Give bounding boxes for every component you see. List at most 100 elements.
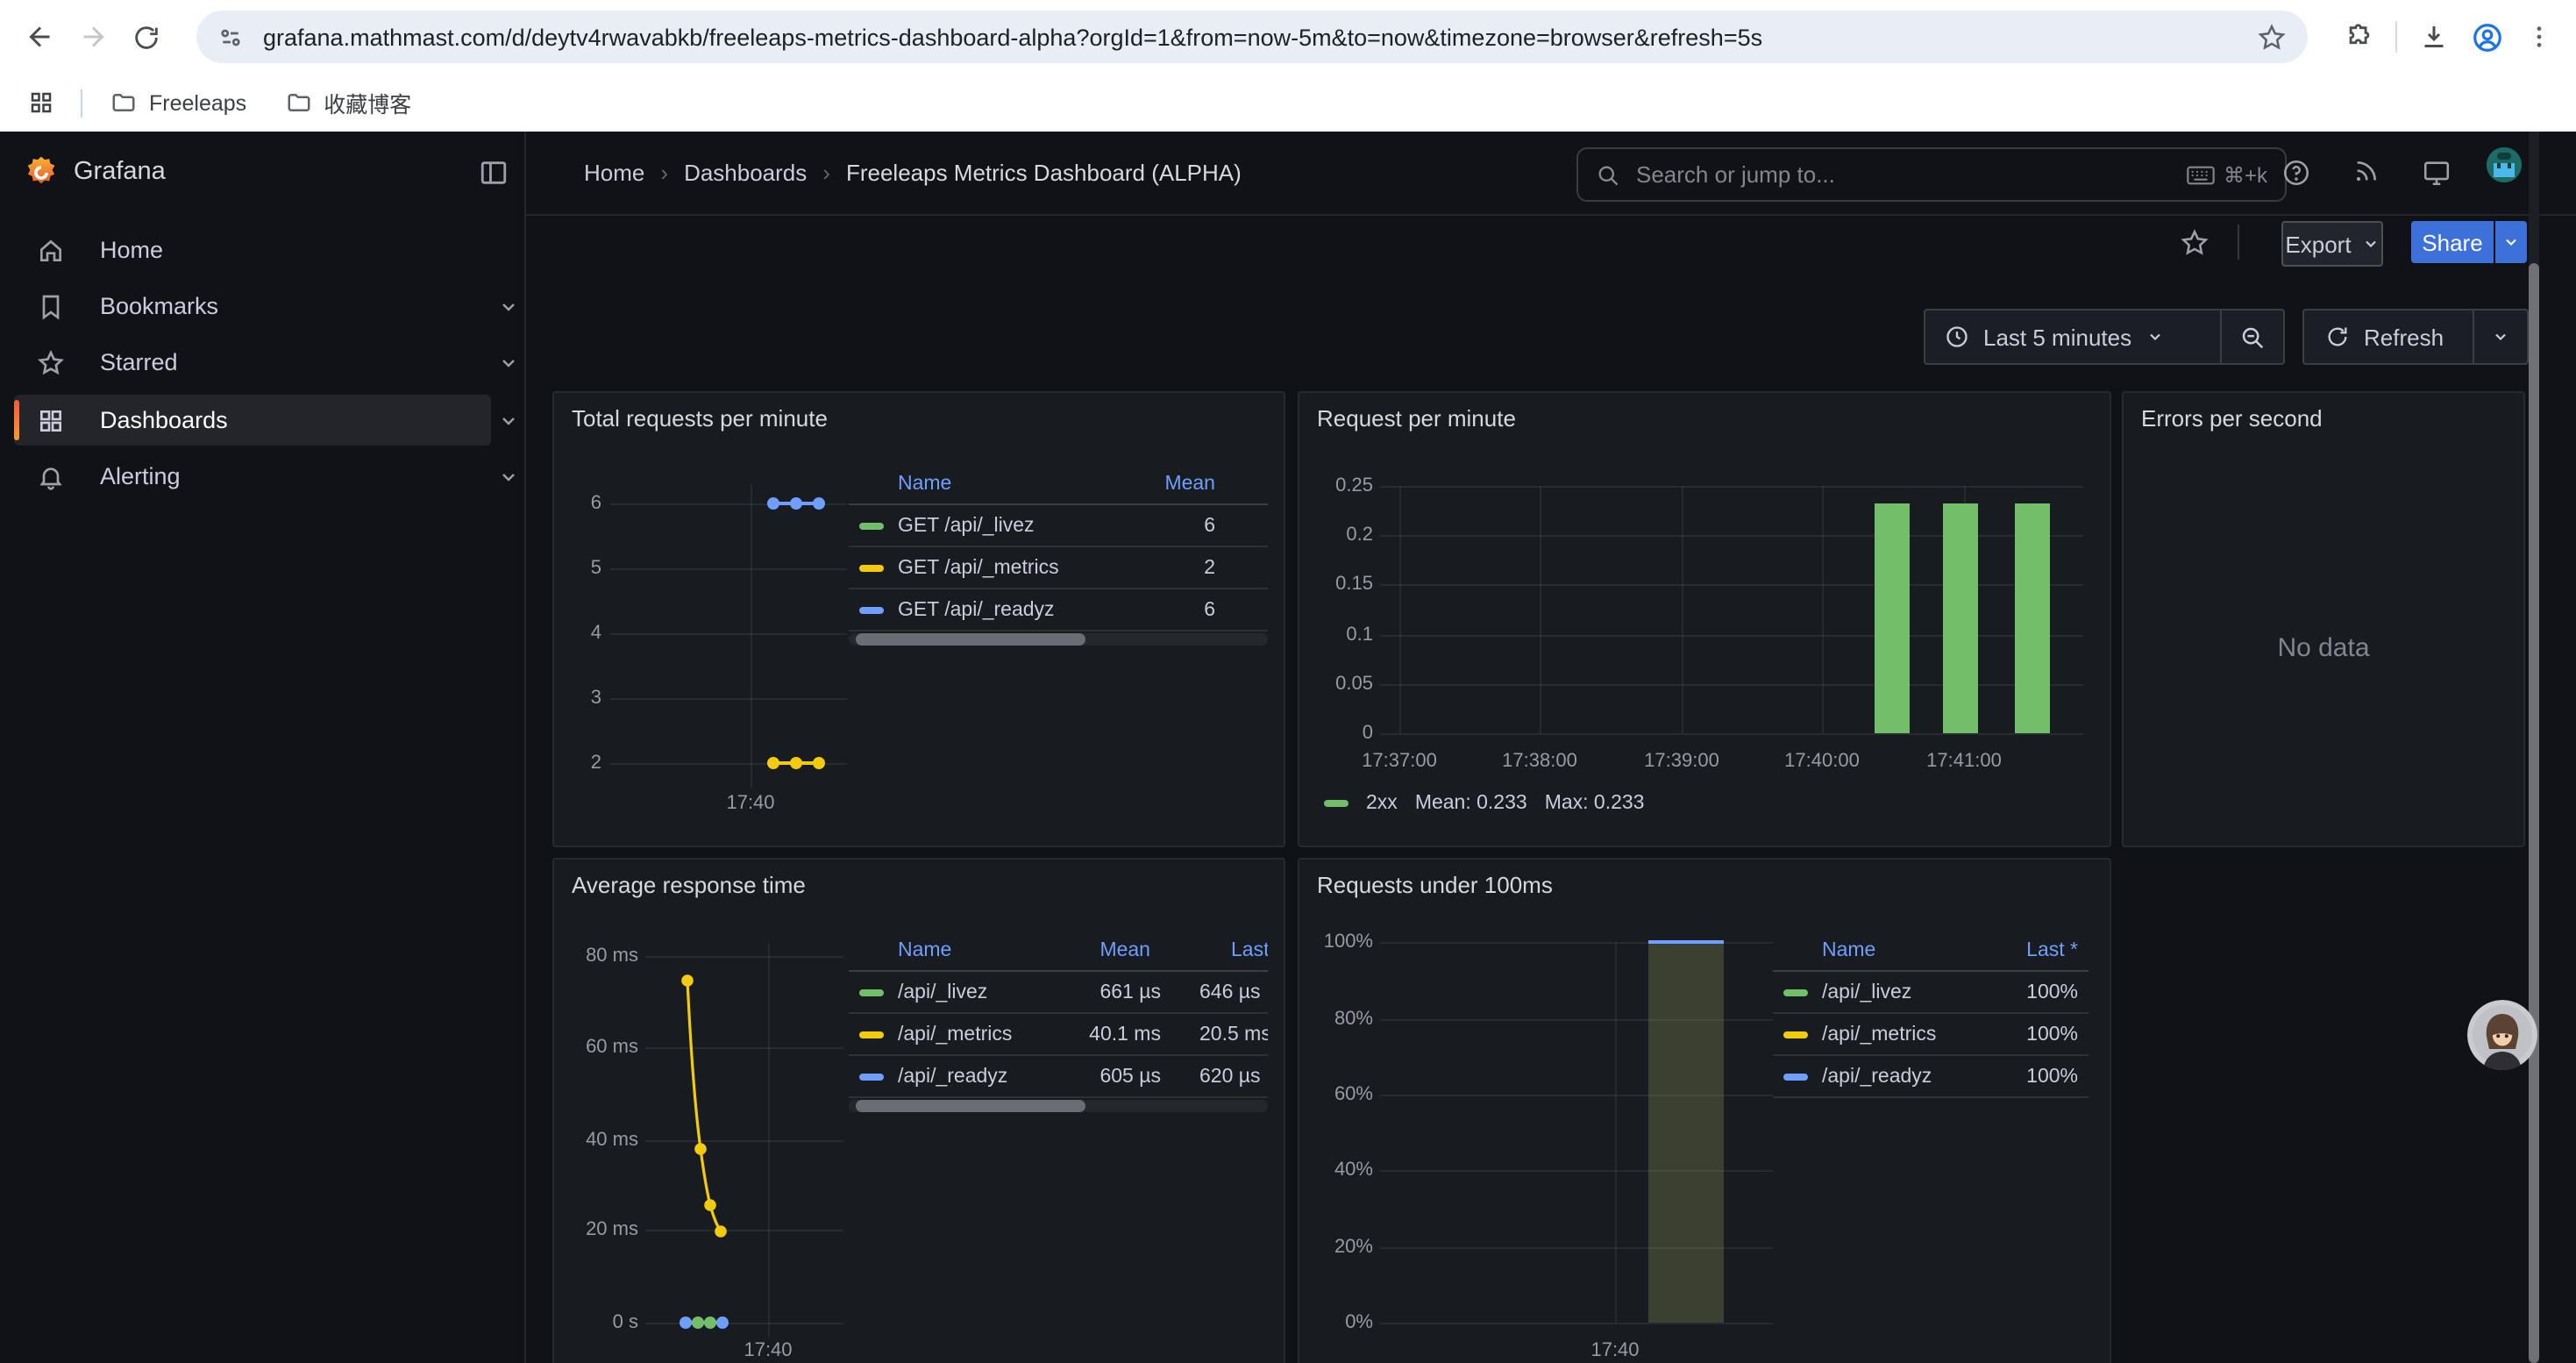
page-scrollbar-thumb[interactable] xyxy=(2529,263,2539,1363)
panel-title[interactable]: Errors per second xyxy=(2141,405,2323,432)
screen: Freeleaps 收藏博客 Grafana xyxy=(0,0,2576,1363)
sidebar-item-starred[interactable]: Starred xyxy=(14,337,491,388)
browser-window: Freeleaps 收藏博客 Grafana xyxy=(0,0,2576,1363)
monitor-icon[interactable] xyxy=(2413,149,2459,195)
chevron-down-icon[interactable] xyxy=(498,296,519,317)
refresh-button[interactable]: Refresh xyxy=(2304,324,2473,350)
breadcrumb-home[interactable]: Home xyxy=(584,160,644,186)
active-indicator xyxy=(14,400,19,440)
keyboard-icon xyxy=(2187,164,2215,185)
bookmark-icon xyxy=(37,292,65,320)
legend-row[interactable]: /api/_livez 661 µs 646 µs xyxy=(849,972,1268,1014)
y-tick: 100% xyxy=(1303,931,1373,953)
bookmark-folder-blogs[interactable]: 收藏博客 xyxy=(271,79,425,126)
chevron-down-icon xyxy=(2145,328,2163,346)
panel-title[interactable]: Total requests per minute xyxy=(572,405,828,432)
url-input[interactable] xyxy=(260,22,2243,52)
legend-row[interactable]: GET /api/_livez 6 xyxy=(849,505,1268,547)
bookmark-star-icon[interactable] xyxy=(2257,22,2287,52)
help-icon[interactable] xyxy=(2273,149,2318,195)
sidebar-item-alerting[interactable]: Alerting xyxy=(14,451,491,502)
legend-row[interactable]: /api/_readyz 100% xyxy=(1773,1056,2089,1098)
menu-kebab-icon[interactable] xyxy=(2513,11,2565,63)
search-box[interactable]: ⌘+k xyxy=(1576,147,2287,202)
chevron-down-icon xyxy=(2502,233,2520,251)
panel-request-per-minute[interactable]: Request per minute 0.25 0.2 0.15 0.1 0.0… xyxy=(1298,391,2111,847)
clock-icon xyxy=(1945,325,1969,349)
breadcrumb-current: Freeleaps Metrics Dashboard (ALPHA) xyxy=(846,160,1242,186)
grafana-app: Grafana Home › Dashboards › Freeleaps Me… xyxy=(0,132,2576,1363)
user-avatar[interactable] xyxy=(2487,147,2522,182)
grafana-logo[interactable] xyxy=(23,154,60,200)
star-dashboard-icon[interactable] xyxy=(2171,219,2217,265)
search-input[interactable] xyxy=(1633,160,2174,189)
export-button[interactable]: Export xyxy=(2281,221,2383,267)
chevron-down-icon xyxy=(2362,235,2380,253)
legend-row[interactable]: /api/_readyz 605 µs 620 µs xyxy=(849,1056,1268,1098)
reload-icon[interactable] xyxy=(119,11,172,63)
refresh-interval-button[interactable] xyxy=(2474,310,2527,363)
zoom-out-button[interactable] xyxy=(2222,310,2283,363)
x-tick: 17:40 xyxy=(744,1340,792,1361)
legend-header: Name Mean xyxy=(849,463,1268,505)
legend-row[interactable]: /api/_metrics 100% xyxy=(1773,1014,2089,1056)
legend-row[interactable]: /api/_livez 100% xyxy=(1773,972,2089,1014)
legend-header-last[interactable]: Last * xyxy=(1990,939,2089,960)
series-color-2xx xyxy=(1324,800,1348,807)
legend-header-last[interactable]: Last xyxy=(1231,939,1268,960)
address-bar[interactable] xyxy=(196,11,2308,63)
apps-grid-icon[interactable] xyxy=(14,76,67,129)
panel-errors-per-second[interactable]: Errors per second No data xyxy=(2122,391,2525,847)
sidebar-item-bookmarks[interactable]: Bookmarks xyxy=(14,281,491,332)
share-button[interactable]: Share xyxy=(2411,221,2494,263)
chevron-right-icon: › xyxy=(660,160,668,186)
series-color-metrics xyxy=(859,564,884,571)
chevron-down-icon[interactable] xyxy=(498,410,519,431)
panel-title[interactable]: Request per minute xyxy=(1317,405,1516,432)
bell-icon xyxy=(37,462,65,490)
profile-icon[interactable] xyxy=(2460,11,2513,63)
legend-table: Name Mean GET /api/_livez 6 GET /api/_me… xyxy=(849,463,1268,632)
legend-row[interactable]: GET /api/_readyz 6 xyxy=(849,589,1268,632)
floating-assistant-avatar[interactable] xyxy=(2467,1000,2537,1070)
sidebar-item-dashboards[interactable]: Dashboards xyxy=(14,395,491,446)
legend-row[interactable]: /api/_metrics 40.1 ms 20.5 ms xyxy=(849,1014,1268,1056)
breadcrumb-dashboards[interactable]: Dashboards xyxy=(684,160,807,186)
area-fill-100pct xyxy=(1648,942,1724,1323)
extensions-icon[interactable] xyxy=(2332,11,2385,63)
chevron-down-icon[interactable] xyxy=(498,352,519,373)
bookmark-folder-freeleaps[interactable]: Freeleaps xyxy=(96,82,260,123)
legend-header-name[interactable]: Name xyxy=(898,473,1128,494)
panel-title[interactable]: Requests under 100ms xyxy=(1317,872,1553,898)
back-icon[interactable] xyxy=(14,11,67,63)
legend-row[interactable]: GET /api/_metrics 2 xyxy=(849,547,1268,589)
bar-2xx xyxy=(2015,503,2050,733)
legend-scrollbar[interactable] xyxy=(849,633,1268,646)
x-tick: 17:40 xyxy=(1590,1340,1639,1361)
legend-header-name[interactable]: Name xyxy=(1822,939,1990,960)
legend-scrollbar[interactable] xyxy=(849,1100,1268,1112)
panel-avg-response-time[interactable]: Average response time 80 ms 60 ms 40 ms … xyxy=(552,858,1285,1363)
bookmarks-bar: Freeleaps 收藏博客 xyxy=(0,74,2576,133)
legend-header-name[interactable]: Name xyxy=(898,939,1063,960)
sidebar-toggle-icon[interactable] xyxy=(470,149,516,195)
site-settings-icon[interactable] xyxy=(217,24,244,50)
downloads-icon[interactable] xyxy=(2408,11,2460,63)
legend-header-mean[interactable]: Mean xyxy=(1128,473,1215,494)
series-color-metrics xyxy=(859,1031,884,1038)
home-icon xyxy=(37,236,65,264)
time-range-picker[interactable]: Last 5 minutes xyxy=(1925,324,2220,350)
series-color-readyz xyxy=(1783,1073,1808,1080)
sidebar-item-home[interactable]: Home xyxy=(14,225,491,275)
search-shortcut: ⌘+k xyxy=(2187,162,2267,187)
share-menu-button[interactable] xyxy=(2495,221,2527,263)
panel-total-requests[interactable]: Total requests per minute 6 5 4 3 2 17:4… xyxy=(552,391,1285,847)
legend-header-mean[interactable]: Mean xyxy=(1063,939,1150,960)
chevron-down-icon[interactable] xyxy=(498,466,519,487)
y-tick: 0.1 xyxy=(1303,624,1373,646)
panel-requests-under-100ms[interactable]: Requests under 100ms 100% 80% 60% 40% 20… xyxy=(1298,858,2111,1363)
legend-series-label[interactable]: 2xx xyxy=(1366,793,1398,814)
news-rss-icon[interactable] xyxy=(2343,149,2388,195)
sidebar-item-label: Alerting xyxy=(100,463,181,489)
header-border xyxy=(526,214,2576,216)
